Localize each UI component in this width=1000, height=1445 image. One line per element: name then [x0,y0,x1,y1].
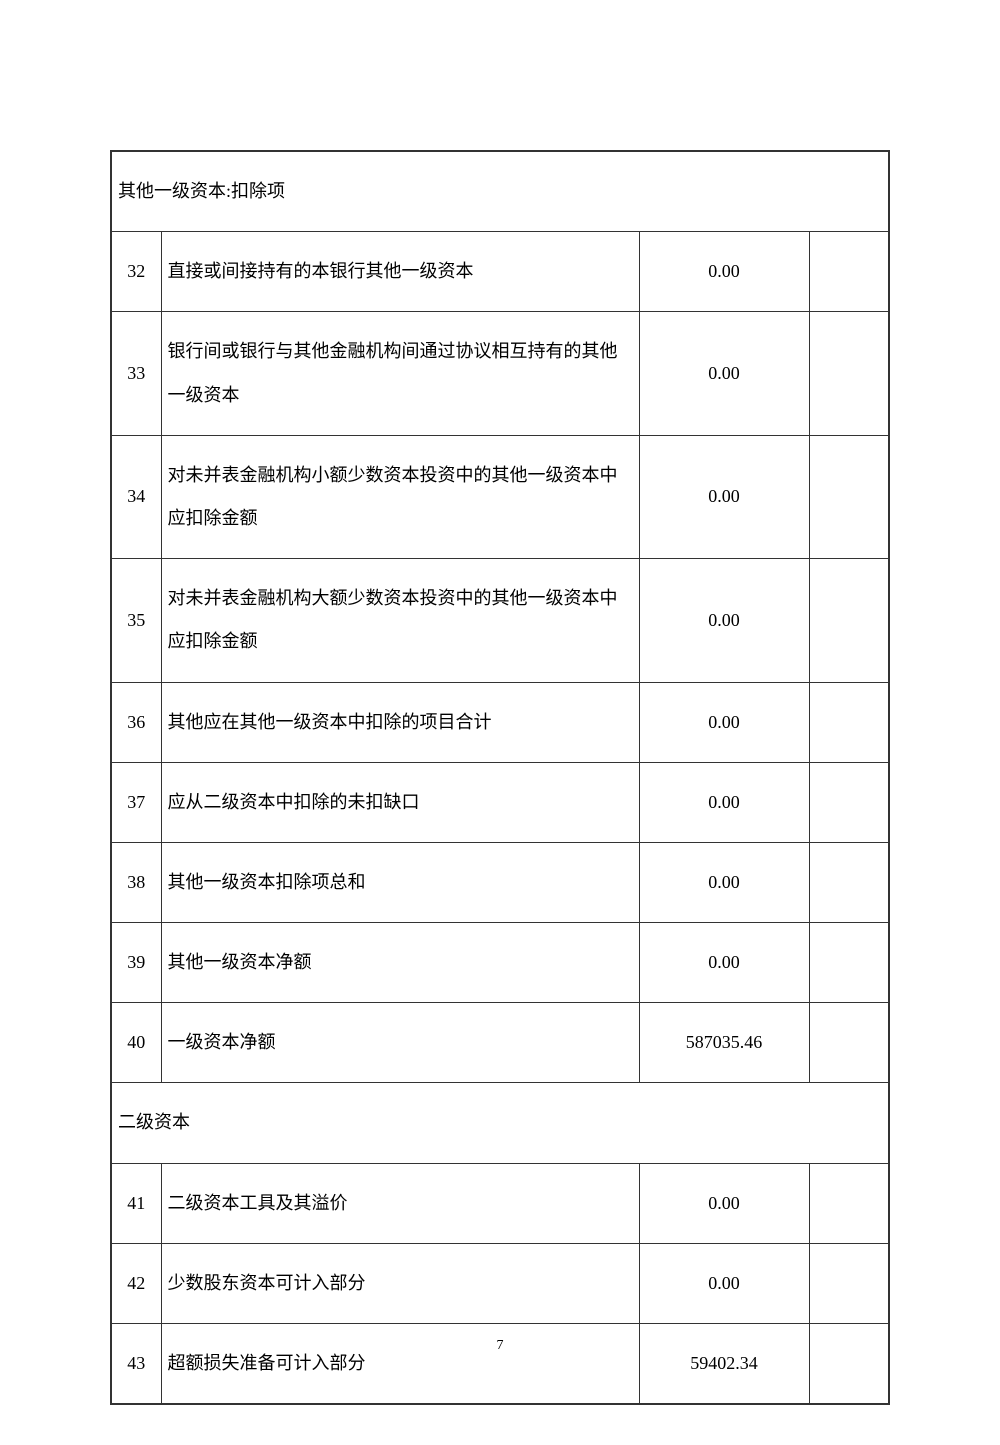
table-row: 35 对未并表金融机构大额少数资本投资中的其他一级资本中应扣除金额 0.00 [111,559,889,682]
row-blank [809,1243,889,1323]
row-number: 38 [111,842,161,922]
row-value: 0.00 [639,435,809,558]
row-blank [809,762,889,842]
row-number: 33 [111,312,161,435]
row-value: 59402.34 [639,1324,809,1405]
row-blank [809,1324,889,1405]
row-description: 少数股东资本可计入部分 [161,1243,639,1323]
page-number: 7 [0,1338,1000,1354]
capital-deduction-table: 其他一级资本:扣除项 32 直接或间接持有的本银行其他一级资本 0.00 33 … [110,150,890,1405]
table-row: 32 直接或间接持有的本银行其他一级资本 0.00 [111,232,889,312]
row-value: 0.00 [639,312,809,435]
row-number: 34 [111,435,161,558]
table-row: 38 其他一级资本扣除项总和 0.00 [111,842,889,922]
row-description: 对未并表金融机构大额少数资本投资中的其他一级资本中应扣除金额 [161,559,639,682]
row-description: 其他应在其他一级资本中扣除的项目合计 [161,682,639,762]
row-number: 43 [111,1324,161,1405]
section-header-other-tier1: 其他一级资本:扣除项 [111,151,889,232]
table-row: 41 二级资本工具及其溢价 0.00 [111,1163,889,1243]
table-row: 36 其他应在其他一级资本中扣除的项目合计 0.00 [111,682,889,762]
row-value: 0.00 [639,762,809,842]
row-value: 587035.46 [639,1003,809,1083]
table-row: 33 银行间或银行与其他金融机构间通过协议相互持有的其他一级资本 0.00 [111,312,889,435]
row-blank [809,1003,889,1083]
row-value: 0.00 [639,232,809,312]
row-value: 0.00 [639,559,809,682]
row-value: 0.00 [639,842,809,922]
row-value: 0.00 [639,682,809,762]
row-value: 0.00 [639,923,809,1003]
row-description: 其他一级资本扣除项总和 [161,842,639,922]
row-blank [809,435,889,558]
row-blank [809,312,889,435]
row-blank [809,923,889,1003]
row-blank [809,842,889,922]
row-description: 应从二级资本中扣除的未扣缺口 [161,762,639,842]
row-description: 对未并表金融机构小额少数资本投资中的其他一级资本中应扣除金额 [161,435,639,558]
table-row: 43 超额损失准备可计入部分 59402.34 [111,1324,889,1405]
row-description: 一级资本净额 [161,1003,639,1083]
row-number: 32 [111,232,161,312]
row-description: 直接或间接持有的本银行其他一级资本 [161,232,639,312]
table-row: 40 一级资本净额 587035.46 [111,1003,889,1083]
table-row: 42 少数股东资本可计入部分 0.00 [111,1243,889,1323]
row-description: 二级资本工具及其溢价 [161,1163,639,1243]
row-value: 0.00 [639,1243,809,1323]
table-row: 39 其他一级资本净额 0.00 [111,923,889,1003]
table-row: 34 对未并表金融机构小额少数资本投资中的其他一级资本中应扣除金额 0.00 [111,435,889,558]
row-number: 41 [111,1163,161,1243]
row-number: 42 [111,1243,161,1323]
row-blank [809,232,889,312]
row-blank [809,559,889,682]
table-row: 37 应从二级资本中扣除的未扣缺口 0.00 [111,762,889,842]
row-description: 银行间或银行与其他金融机构间通过协议相互持有的其他一级资本 [161,312,639,435]
section-header-text: 二级资本 [111,1083,889,1163]
row-value: 0.00 [639,1163,809,1243]
row-number: 37 [111,762,161,842]
row-number: 39 [111,923,161,1003]
section-header-text: 其他一级资本:扣除项 [111,151,889,232]
row-description: 超额损失准备可计入部分 [161,1324,639,1405]
row-number: 36 [111,682,161,762]
row-number: 40 [111,1003,161,1083]
row-blank [809,1163,889,1243]
row-description: 其他一级资本净额 [161,923,639,1003]
section-header-tier2: 二级资本 [111,1083,889,1163]
row-number: 35 [111,559,161,682]
row-blank [809,682,889,762]
